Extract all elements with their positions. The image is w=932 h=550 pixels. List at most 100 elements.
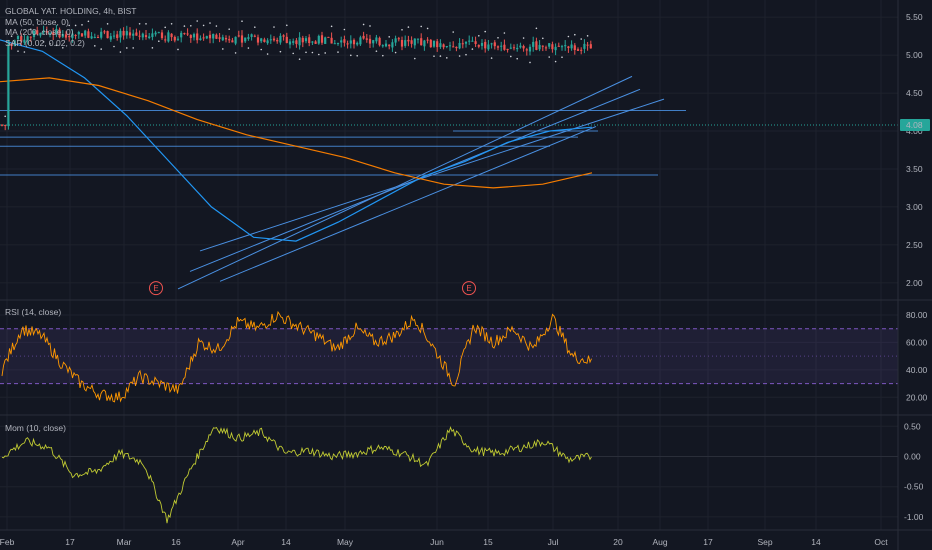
candle-body xyxy=(442,44,445,48)
candle xyxy=(4,124,7,131)
candle xyxy=(13,39,16,47)
candle-body xyxy=(298,37,301,46)
candle xyxy=(87,28,90,39)
last-price-tag[interactable] xyxy=(900,118,930,131)
candle-body xyxy=(103,31,106,33)
sar-dot xyxy=(119,51,122,53)
candle-body xyxy=(218,37,221,39)
sar-dot xyxy=(375,50,378,52)
candle-body xyxy=(388,44,391,47)
candle-body xyxy=(39,32,42,36)
candle xyxy=(180,30,183,43)
candle-body xyxy=(231,40,234,43)
earnings-marker-0[interactable]: E xyxy=(149,281,163,296)
candle-body xyxy=(570,44,573,49)
candle xyxy=(215,33,218,40)
candle xyxy=(327,36,330,38)
candle-body xyxy=(247,37,250,39)
momentum-tick-label: -0.50 xyxy=(904,482,924,492)
candle-body xyxy=(55,28,58,34)
candle xyxy=(458,38,461,50)
candle-body xyxy=(10,44,13,47)
legend-sar[interactable]: SAR (0.02, 0.02, 0.2) xyxy=(5,37,85,48)
sar-dot xyxy=(580,38,582,40)
candle-body xyxy=(557,45,560,47)
candle-body xyxy=(205,36,208,39)
candle-body xyxy=(180,32,183,38)
price-tick-label: 3.50 xyxy=(906,164,923,174)
earnings-marker-1[interactable]: E xyxy=(462,281,476,296)
candle xyxy=(400,36,404,51)
candle xyxy=(461,38,464,49)
candle-body xyxy=(327,36,330,38)
sar-dot xyxy=(337,51,339,53)
sar-dot xyxy=(74,24,77,27)
ma50-line xyxy=(0,39,593,242)
candle-body xyxy=(269,39,272,41)
sar-dot xyxy=(388,36,391,38)
candle-body xyxy=(400,39,404,47)
channel-line-2[interactable] xyxy=(219,126,597,282)
candle xyxy=(218,33,221,43)
candle-body xyxy=(186,33,189,35)
candle-body xyxy=(16,35,20,40)
candle-body xyxy=(74,35,77,37)
grid xyxy=(0,0,898,530)
candle-body xyxy=(295,40,298,45)
time-tick-label: Feb xyxy=(0,537,15,547)
sar-dot xyxy=(138,22,141,25)
candle-body xyxy=(58,29,61,38)
candle xyxy=(199,35,202,41)
candle-body xyxy=(4,125,7,127)
candle xyxy=(164,35,167,43)
candle-body xyxy=(410,40,413,44)
sar-dot xyxy=(202,24,205,27)
candle xyxy=(192,32,196,41)
candle xyxy=(548,43,551,49)
candle-body xyxy=(288,41,292,45)
candle-body xyxy=(330,37,333,44)
sar-dot xyxy=(132,47,134,49)
candle-body xyxy=(548,43,551,47)
candle-body xyxy=(308,37,311,44)
sar-dot xyxy=(183,25,186,27)
sar-dot xyxy=(42,41,45,43)
candle xyxy=(551,41,554,53)
candle xyxy=(228,35,231,43)
rsi-pane[interactable] xyxy=(0,310,898,403)
time-tick-label: Apr xyxy=(231,537,244,547)
candle xyxy=(154,30,157,37)
legend-ma200[interactable]: MA (200, close, 0) xyxy=(5,27,74,37)
candle xyxy=(144,30,148,40)
momentum-pane[interactable] xyxy=(0,425,898,524)
candle xyxy=(260,37,263,44)
legend-symbol[interactable]: GLOBAL YAT. HOLDING, 4h, BIST xyxy=(5,6,137,16)
sar-dot xyxy=(497,36,499,39)
time-tick-label: 14 xyxy=(281,537,291,547)
legend-rsi[interactable]: RSI (14, close) xyxy=(5,307,62,317)
candle xyxy=(512,44,516,51)
channel-line-1[interactable] xyxy=(199,98,665,252)
sar-dot xyxy=(17,50,19,52)
candle-body xyxy=(554,46,557,51)
candle xyxy=(272,36,276,42)
candle-body xyxy=(320,35,324,43)
sar-dot xyxy=(266,53,269,55)
sar-dot xyxy=(68,24,70,27)
price-tick-label: 4.50 xyxy=(906,88,923,98)
sar-dot xyxy=(439,55,442,57)
candle-body xyxy=(0,124,4,126)
sar-dot xyxy=(426,27,429,30)
candle-body xyxy=(80,33,84,37)
channel-line-0[interactable] xyxy=(177,75,633,290)
sar-dot xyxy=(247,47,250,49)
candle xyxy=(148,32,151,40)
legend-ma50[interactable]: MA (50, close, 0) xyxy=(5,16,69,27)
candle xyxy=(324,36,327,45)
momentum-line xyxy=(1,425,592,524)
candle xyxy=(224,35,228,43)
candle xyxy=(496,45,500,51)
legend-momentum[interactable]: Mom (10, close) xyxy=(5,423,66,433)
